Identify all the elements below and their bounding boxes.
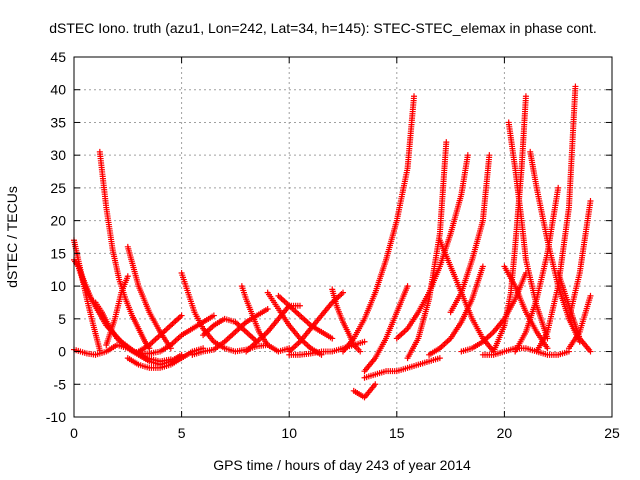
axis-ticks: 0 5 10 15 20 25 -10 -5 0 5 10 15 20 25 30 35 40 45 bbox=[46, 49, 620, 441]
series-23 bbox=[361, 283, 411, 375]
x-axis-label: GPS time / hours of day 243 of year 2014 bbox=[213, 457, 471, 473]
series-24 bbox=[361, 355, 443, 381]
y-tick-label: 15 bbox=[50, 245, 66, 261]
series-25 bbox=[404, 139, 450, 362]
x-tick-label: 20 bbox=[497, 425, 513, 441]
data-point bbox=[479, 263, 486, 270]
y-tick-label: 45 bbox=[50, 49, 66, 65]
series-38 bbox=[565, 198, 594, 322]
series-6 bbox=[103, 273, 131, 348]
series-14 bbox=[238, 283, 293, 355]
series-40 bbox=[479, 345, 572, 358]
data-point bbox=[486, 152, 493, 159]
data-point bbox=[443, 139, 450, 146]
data-point bbox=[124, 273, 131, 280]
y-tick-label: 35 bbox=[50, 114, 66, 130]
series-12 bbox=[200, 315, 260, 345]
y-tick-label: -5 bbox=[54, 376, 67, 392]
data-point bbox=[340, 289, 346, 296]
y-tick-label: 40 bbox=[50, 82, 66, 98]
series-26 bbox=[393, 152, 471, 342]
series-28 bbox=[436, 237, 497, 355]
series-8 bbox=[135, 312, 185, 355]
data-point bbox=[464, 152, 471, 159]
x-tick-label: 5 bbox=[178, 425, 186, 441]
data-point bbox=[357, 348, 364, 355]
x-tick-label: 0 bbox=[70, 425, 78, 441]
series-10 bbox=[146, 312, 217, 357]
x-tick-label: 25 bbox=[604, 425, 620, 441]
x-tick-label: 15 bbox=[389, 425, 405, 441]
series-27 bbox=[426, 263, 486, 358]
data-point bbox=[361, 338, 368, 345]
data-point bbox=[96, 347, 103, 354]
y-tick-label: 20 bbox=[50, 213, 66, 229]
series-36 bbox=[501, 263, 551, 352]
series-22 bbox=[350, 381, 379, 401]
data-point bbox=[372, 381, 379, 388]
y-tick-label: 25 bbox=[50, 180, 66, 196]
data-point bbox=[329, 335, 336, 342]
y-tick-label: 5 bbox=[58, 311, 66, 327]
data-point bbox=[587, 292, 594, 299]
data-point bbox=[587, 348, 594, 355]
data-point bbox=[404, 283, 411, 290]
data-point bbox=[587, 198, 594, 204]
series-layer bbox=[71, 83, 594, 401]
plot-frame bbox=[73, 56, 613, 418]
data-point bbox=[544, 345, 551, 352]
x-tick-label: 10 bbox=[281, 425, 297, 441]
series-21 bbox=[340, 93, 418, 355]
series-13 bbox=[189, 306, 271, 358]
y-tick-label: 0 bbox=[58, 344, 66, 360]
series-18 bbox=[275, 292, 336, 342]
data-point bbox=[572, 83, 579, 90]
data-point bbox=[555, 184, 562, 191]
chart-title: dSTEC Iono. truth (azu1, Lon=242, Lat=34… bbox=[49, 20, 596, 36]
data-point bbox=[522, 93, 529, 100]
series-5 bbox=[75, 263, 174, 365]
data-point bbox=[178, 312, 185, 319]
y-tick-label: -10 bbox=[46, 409, 66, 425]
series-7 bbox=[124, 243, 174, 352]
series-17 bbox=[286, 289, 346, 355]
data-point bbox=[565, 348, 572, 355]
series-29 bbox=[447, 152, 493, 316]
data-point bbox=[296, 302, 303, 309]
data-point bbox=[411, 93, 418, 100]
data-point bbox=[210, 312, 217, 319]
y-tick-label: 30 bbox=[50, 147, 66, 163]
y-tick-label: 10 bbox=[50, 278, 66, 294]
series-32 bbox=[505, 119, 551, 342]
series-4 bbox=[96, 148, 153, 352]
data-point bbox=[167, 356, 174, 363]
data-point bbox=[436, 355, 443, 362]
data-point bbox=[264, 306, 271, 312]
y-axis-label: dSTEC / TECUs bbox=[4, 186, 20, 288]
